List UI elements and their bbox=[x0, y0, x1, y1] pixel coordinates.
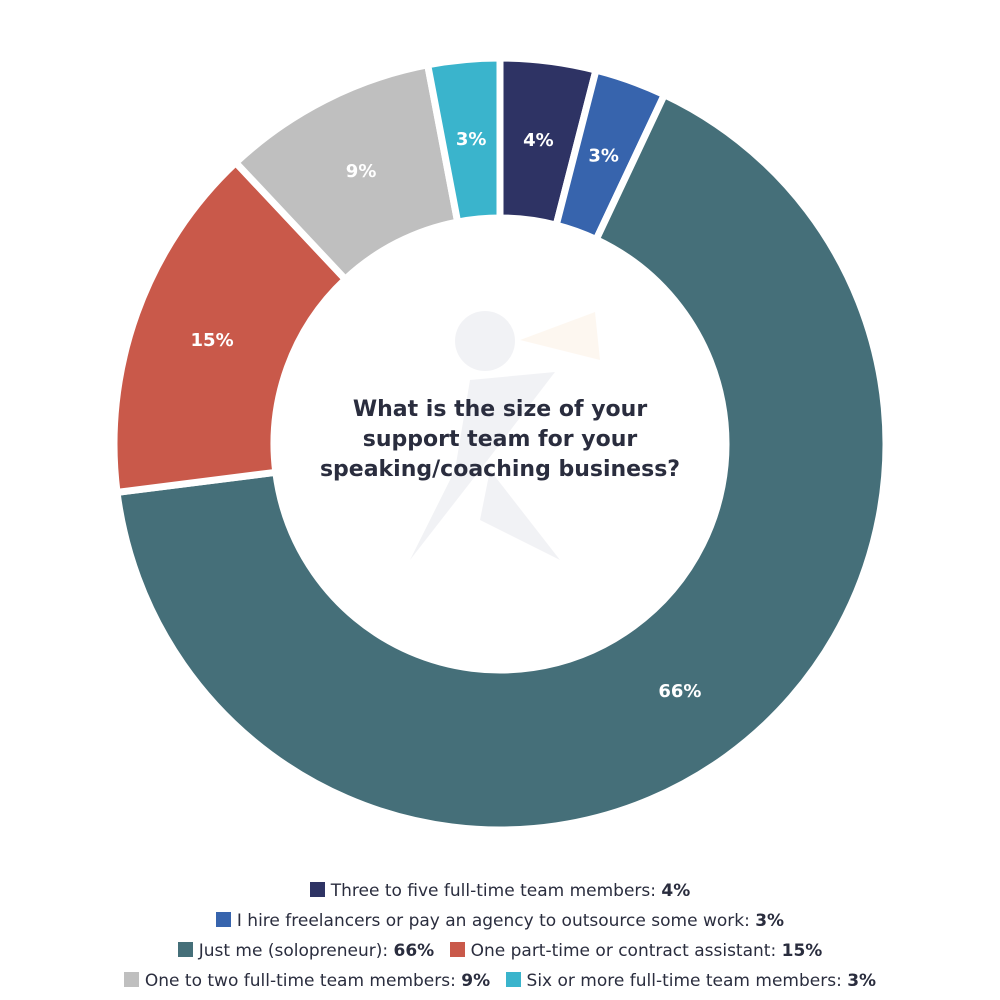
legend-label: Just me (solopreneur) bbox=[198, 941, 383, 961]
watermark-logo bbox=[410, 311, 600, 560]
legend-swatch bbox=[449, 942, 465, 957]
chart-title: What is the size of your support team fo… bbox=[319, 397, 681, 482]
slice-value-label: 66% bbox=[658, 681, 701, 702]
slice-value-label: 4% bbox=[523, 130, 554, 151]
legend-row: Just me (solopreneur): 66% One part-time… bbox=[0, 936, 1000, 966]
legend-row: I hire freelancers or pay an agency to o… bbox=[0, 906, 1000, 936]
legend-entry-part-time: One part-time or contract assistant: 15% bbox=[449, 936, 823, 966]
legend-value: 3% bbox=[847, 971, 877, 991]
legend-swatch bbox=[177, 942, 193, 957]
legend-label: Three to five full-time team members bbox=[330, 881, 651, 901]
legend-label: Six or more full-time team members bbox=[526, 971, 837, 991]
legend-swatch bbox=[215, 912, 231, 927]
donut-chart-svg: 4% 3% 66% 15% 9% 3% bbox=[110, 54, 890, 834]
legend-row: One to two full-time team members: 9% Si… bbox=[0, 966, 1000, 996]
legend-separator: : bbox=[382, 941, 394, 961]
legend-value: 66% bbox=[393, 941, 435, 961]
donut-slice bbox=[113, 91, 890, 834]
legend-entry-just-me: Just me (solopreneur): 66% bbox=[177, 936, 435, 966]
legend-entry-three-to-five: Three to five full-time team members: 4% bbox=[309, 876, 691, 906]
legend-row: Three to five full-time team members: 4% bbox=[0, 876, 1000, 906]
legend-separator: : bbox=[836, 971, 848, 991]
legend-separator: : bbox=[770, 941, 782, 961]
donut-slice bbox=[424, 54, 504, 226]
legend-value: 4% bbox=[661, 881, 691, 901]
legend-entry-freelancers: I hire freelancers or pay an agency to o… bbox=[215, 906, 785, 936]
legend-value: 9% bbox=[461, 971, 491, 991]
legend-label: I hire freelancers or pay an agency to o… bbox=[236, 911, 745, 931]
slice-value-label: 3% bbox=[588, 146, 619, 167]
legend-separator: : bbox=[650, 881, 662, 901]
legend-separator: : bbox=[450, 971, 462, 991]
legend-swatch bbox=[123, 972, 139, 987]
donut-slices bbox=[110, 54, 890, 834]
slice-value-label: 15% bbox=[191, 330, 234, 351]
legend-separator: : bbox=[744, 911, 756, 931]
legend-label: One to two full-time team members bbox=[144, 971, 451, 991]
legend-entry-one-to-two: One to two full-time team members: 9% bbox=[123, 966, 491, 996]
legend-swatch bbox=[309, 882, 325, 897]
slice-value-label: 3% bbox=[456, 129, 487, 150]
legend-value: 15% bbox=[781, 941, 823, 961]
donut-chart: 4% 3% 66% 15% 9% 3% What is the size of your … bbox=[110, 54, 890, 834]
slice-labels: 4% 3% 66% 15% 9% 3% bbox=[191, 129, 702, 702]
legend-label: One part-time or contract assistant bbox=[470, 941, 771, 961]
legend: Three to five full-time team members: 4%… bbox=[0, 876, 1000, 996]
slice-value-label: 9% bbox=[346, 161, 377, 182]
legend-swatch bbox=[505, 972, 521, 987]
legend-value: 3% bbox=[755, 911, 785, 931]
donut-slice bbox=[110, 159, 349, 496]
legend-entry-six-or-more: Six or more full-time team members: 3% bbox=[505, 966, 877, 996]
